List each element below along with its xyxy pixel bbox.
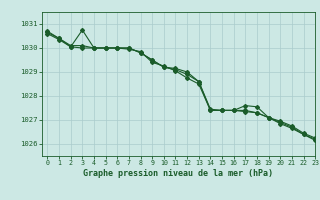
X-axis label: Graphe pression niveau de la mer (hPa): Graphe pression niveau de la mer (hPa) <box>84 169 273 178</box>
